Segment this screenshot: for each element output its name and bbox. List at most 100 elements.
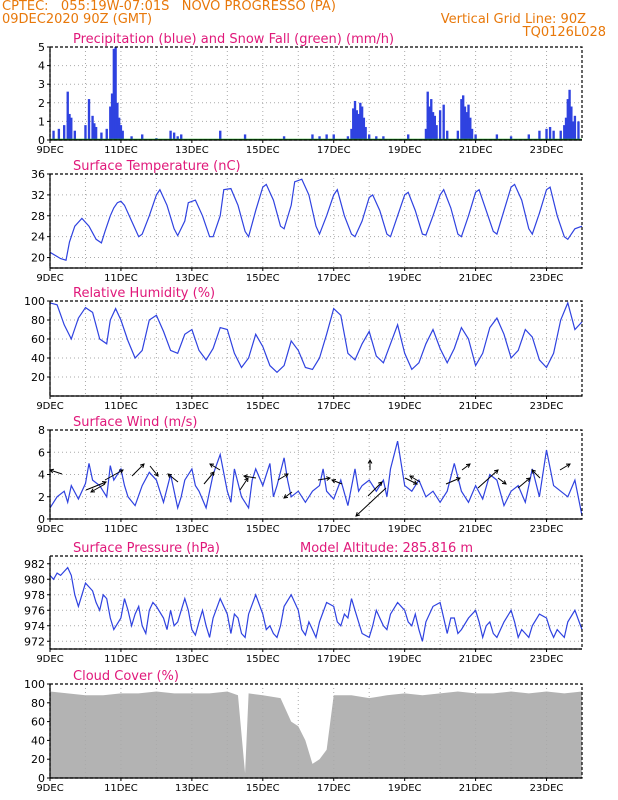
chart-precip-bar: [426, 91, 429, 140]
wind-arrow-head: [49, 468, 55, 474]
chart-precip-bar: [350, 128, 353, 140]
wind-arrow: [203, 471, 215, 485]
chart-pressure-ytick: 980: [24, 573, 45, 586]
chart-wind-ytick: 2: [38, 491, 45, 504]
chart-cloud-xtick: 13DEC: [175, 783, 209, 794]
chart-cloud-xtick: 19DEC: [388, 783, 422, 794]
chart-precip-bar: [563, 125, 566, 140]
chart-precip-bar: [465, 112, 468, 140]
chart-pressure-xtick: 11DEC: [104, 654, 138, 665]
chart-precip-bar: [368, 134, 371, 140]
chart-precip-bar: [91, 115, 94, 140]
chart-pressure-xtick: 23DEC: [530, 654, 564, 665]
chart-cloud-xtick: 23DEC: [530, 783, 564, 794]
wind-arrow: [355, 487, 387, 517]
chart-precip-bar: [70, 117, 73, 140]
chart-temp-xtick: 13DEC: [175, 273, 209, 284]
chart-precip-bar: [568, 89, 571, 140]
chart-cloud-ytick: 20: [31, 753, 45, 766]
wind-arrow-head: [242, 474, 248, 479]
chart-precip-bar: [121, 130, 124, 140]
wind-arrow: [209, 463, 221, 471]
chart-precip-bar: [364, 126, 367, 140]
chart-precip-ytick: 2: [38, 97, 45, 110]
wind-arrow: [531, 469, 541, 479]
chart-temp-ytick: 24: [31, 231, 45, 244]
chart-precip-xtick: 17DEC: [317, 145, 351, 156]
chart-pressure-ytick: 976: [24, 604, 45, 617]
wind-arrow-head: [565, 463, 571, 468]
chart-precip-ytick: 1: [38, 115, 45, 128]
chart-cloud-xtick: 17DEC: [317, 783, 351, 794]
wind-arrow: [445, 477, 461, 485]
chart-pressure-xtick: 9DEC: [36, 654, 63, 665]
chart-precip-bar: [116, 102, 119, 140]
wind-arrow: [404, 477, 418, 485]
wind-arrow: [409, 475, 421, 483]
chart-precip-bar: [509, 136, 513, 140]
chart-rh-xtick: 13DEC: [175, 401, 209, 412]
chart-wind-xtick: 13DEC: [175, 524, 209, 535]
chart-precip-bar: [346, 136, 350, 140]
chart-rh-xtick: 9DEC: [36, 401, 63, 412]
chart-precip-xtick: 19DEC: [388, 145, 422, 156]
chart-precip-bar: [100, 132, 103, 140]
chart-precip-bar: [352, 108, 355, 140]
chart-precip-bar: [470, 128, 474, 140]
chart-precip-bar: [407, 134, 410, 140]
chart-precip-ytick: 4: [38, 60, 45, 73]
chart-wind-title: Surface Wind (m/s): [73, 415, 197, 430]
chart-rh-xtick: 11DEC: [104, 401, 138, 412]
wind-arrow: [331, 479, 343, 485]
wind-arrow: [477, 469, 499, 489]
chart-precip-bar: [375, 136, 378, 140]
chart-temp-ytick: 32: [31, 189, 45, 202]
chart-wind-xtick: 15DEC: [246, 524, 280, 535]
chart-precip-bar: [141, 134, 144, 140]
chart-precip-bar: [552, 130, 555, 140]
chart-rh-ytick: 60: [31, 333, 45, 346]
wind-arrow: [367, 481, 383, 497]
chart-pressure-xtick: 19DEC: [388, 654, 422, 665]
chart-precip-bar: [109, 106, 112, 140]
wind-arrow-head: [283, 494, 289, 499]
chart-precip-bar: [438, 110, 442, 140]
chart-precip-bar: [462, 95, 465, 140]
chart-precip-bar: [105, 128, 108, 140]
chart-precip-bar: [353, 100, 357, 140]
chart-precip-bar: [117, 117, 121, 140]
chart-rh-xtick: 19DEC: [388, 401, 422, 412]
chart-precip-title: Precipitation (blue) and Snow Fall (gree…: [73, 32, 394, 47]
chart-pressure-xtick: 15DEC: [246, 654, 280, 665]
header-station: CPTEC: 055:19W-07:01S NOVO PROGRESSO (PA…: [2, 0, 336, 14]
chart-precip-bar: [474, 134, 477, 140]
wind-arrow: [277, 473, 289, 481]
chart-temp-frame: [49, 173, 583, 269]
chart-precip-bar: [446, 130, 449, 140]
chart-temp-xtick: 15DEC: [246, 273, 280, 284]
chart-precip-bar: [431, 112, 435, 140]
chart-precip-bar: [548, 126, 552, 140]
chart-precip-bar: [176, 136, 179, 140]
chart-temp-xtick: 17DEC: [317, 273, 351, 284]
wind-arrow-head: [367, 458, 373, 464]
wind-arrow: [90, 483, 106, 493]
chart-precip-bar: [442, 104, 445, 140]
wind-arrow-head: [244, 477, 249, 483]
chart-precip-bar: [52, 130, 55, 140]
chart-cloud-title: Cloud Cover (%): [73, 669, 179, 684]
wind-arrow: [317, 477, 331, 481]
wind-arrow: [243, 475, 257, 479]
chart-rh-xtick: 23DEC: [530, 401, 564, 412]
chart-precip-bar: [382, 136, 385, 140]
chart-rh-title: Relative Humidity (%): [73, 286, 215, 301]
wind-arrow-head: [465, 463, 471, 468]
chart-precip-bar: [332, 134, 335, 140]
wind-arrow-head: [525, 477, 531, 482]
chart-precip-bar: [325, 134, 328, 140]
chart-precip-bar: [538, 130, 541, 140]
chart-precip-bar: [311, 134, 314, 140]
chart-rh-frame: [49, 300, 583, 397]
wind-arrow: [49, 469, 63, 475]
